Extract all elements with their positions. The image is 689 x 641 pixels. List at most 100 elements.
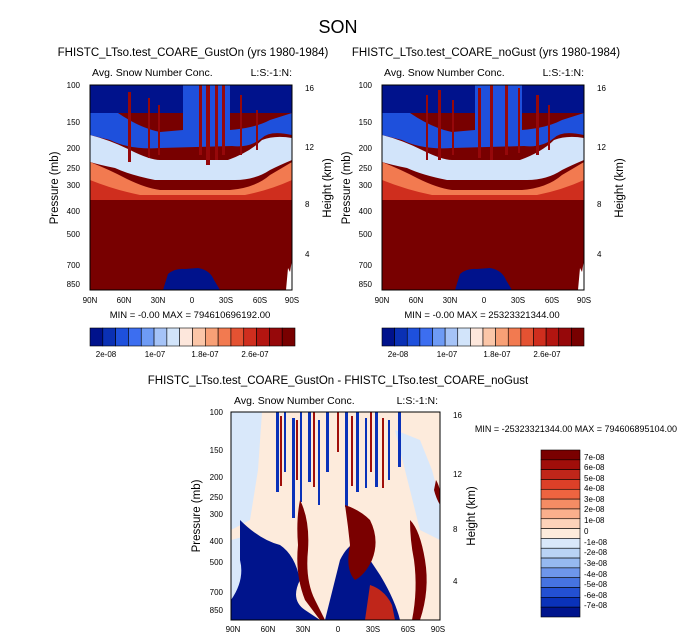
- panel-3-red-plume-right: [410, 520, 427, 620]
- panel-3-red-plume-center: [345, 505, 376, 580]
- colorbar-label: 6e-08: [584, 463, 605, 472]
- x-tick-label: 60N: [117, 296, 132, 305]
- panel-3-colorbar-labels: 7e-08 6e-08 5e-08 4e-08 3e-08 2e-08 1e-0…: [584, 453, 608, 610]
- panel-2-colorbar-labels: 2e-08 1e-07 1.8e-07 2.6e-07: [388, 350, 561, 359]
- y-tick-label: 150: [359, 118, 373, 127]
- colorbar-swatch: [89, 327, 104, 347]
- x-tick-label: 30N: [151, 296, 166, 305]
- y-tick-label: 100: [210, 408, 224, 417]
- colorbar-swatch: [558, 327, 572, 347]
- colorbar-label: 2e-08: [584, 505, 605, 514]
- panel-2-right-string: L:S:-1:N:: [543, 67, 584, 79]
- panel-2-x-ticks: 90N 60N 30N 0 30S 60S 90S: [375, 296, 591, 305]
- colorbar-swatch: [153, 327, 168, 347]
- colorbar-swatch: [140, 327, 155, 347]
- y-tick-label: 300: [359, 181, 373, 190]
- colorbar-swatch: [540, 459, 581, 470]
- colorbar-swatch: [540, 449, 581, 461]
- panel-1-frame: [89, 84, 293, 291]
- colorbar-swatch: [419, 327, 433, 347]
- colorbar-label: -5e-08: [584, 580, 608, 589]
- x-tick-label: 90N: [83, 296, 98, 305]
- colorbar-label: 1e-07: [145, 350, 166, 359]
- colorbar-swatch: [533, 327, 547, 347]
- panel-2-colorbar: [381, 327, 585, 347]
- x-tick-label: 30S: [511, 296, 525, 305]
- colorbar-swatch: [482, 327, 496, 347]
- panel-2-title: FHISTC_LTso.test_COARE_noGust (yrs 1980-…: [352, 47, 620, 59]
- colorbar-swatch: [281, 327, 296, 347]
- colorbar-swatch: [406, 327, 421, 347]
- y-tick-label-right: 4: [453, 577, 458, 586]
- panel-3-title: FHISTC_LTso.test_COARE_GustOn - FHISTC_L…: [148, 375, 529, 387]
- colorbar-label: 3e-08: [584, 495, 605, 504]
- y-tick-label-right: 12: [305, 143, 314, 152]
- colorbar-swatch: [540, 547, 581, 559]
- panel-2-red-band: [382, 180, 584, 200]
- panel-2-ylabel: Pressure (mb): [341, 151, 353, 224]
- colorbar-swatch: [179, 327, 193, 347]
- x-tick-label: 30S: [219, 296, 233, 305]
- colorbar-swatch: [540, 577, 581, 588]
- colorbar-swatch: [192, 327, 206, 347]
- y-tick-label: 400: [359, 207, 373, 216]
- panel-1-left-string: Avg. Snow Number Conc.: [92, 67, 213, 79]
- panel-2-frame: [381, 84, 585, 291]
- panel-2-white-band: [382, 135, 584, 180]
- y-tick-label-right: 16: [305, 84, 314, 93]
- colorbar-swatch: [540, 538, 581, 549]
- colorbar-swatch: [457, 327, 471, 347]
- x-tick-label: 0: [190, 296, 195, 305]
- colorbar-swatch: [381, 327, 395, 347]
- panel-1-y-ticks: 100 150 200 250 300 400 500 700 850: [67, 81, 81, 289]
- panel-3-blue-streaks: [276, 412, 401, 518]
- colorbar-swatch: [166, 327, 180, 347]
- colorbar-swatch: [269, 327, 283, 347]
- colorbar-swatch: [520, 327, 534, 347]
- panel-2: FHISTC_LTso.test_COARE_noGust (yrs 1980-…: [341, 47, 626, 359]
- x-tick-label: 90S: [577, 296, 591, 305]
- panel-2-spikes: [426, 85, 550, 160]
- colorbar-label: 0: [584, 527, 589, 536]
- panel-1-right-string: L:S:-1:N:: [251, 67, 292, 79]
- colorbar-swatch: [540, 469, 581, 480]
- panel-1: FHISTC_LTso.test_COARE_GustOn (yrs 1980-…: [49, 47, 334, 359]
- panel-1-x-ticks: 90N 60N 30N 0 30S 60S 90S: [83, 296, 299, 305]
- colorbar-swatch: [243, 327, 257, 347]
- panel-1-y-ticks-right: 16 12 8 4: [305, 84, 314, 259]
- colorbar-swatch: [571, 327, 585, 347]
- colorbar-label: 1.8e-07: [483, 350, 511, 359]
- figure-title: SON: [318, 17, 357, 37]
- y-tick-label: 150: [210, 446, 224, 455]
- colorbar-swatch: [256, 327, 270, 347]
- x-tick-label: 60S: [545, 296, 559, 305]
- y-tick-label-right: 12: [453, 470, 462, 479]
- y-tick-label: 150: [67, 118, 81, 127]
- panel-3-colorbar: [540, 449, 581, 618]
- panel-1-field: [90, 85, 292, 290]
- panel-2-y-ticks-right: 16 12 8 4: [597, 84, 606, 259]
- panel-3-red-streaks: [280, 412, 384, 488]
- y-tick-label-right: 8: [453, 525, 458, 534]
- colorbar-swatch: [115, 327, 129, 347]
- colorbar-swatch: [545, 327, 560, 347]
- colorbar-swatch: [540, 587, 581, 598]
- colorbar-label: 5e-08: [584, 474, 605, 483]
- colorbar-swatch: [540, 528, 581, 539]
- colorbar-label: 7e-08: [584, 453, 605, 462]
- y-tick-label: 500: [67, 230, 81, 239]
- colorbar-swatch: [540, 518, 581, 529]
- panel-1-orange-band: [90, 162, 292, 195]
- colorbar-swatch: [102, 327, 116, 347]
- colorbar-label: 1.8e-07: [191, 350, 219, 359]
- colorbar-swatch: [470, 327, 484, 347]
- y-tick-label: 250: [210, 493, 224, 502]
- colorbar-swatch: [540, 597, 581, 608]
- y-tick-label: 200: [359, 144, 373, 153]
- y-tick-label: 300: [67, 181, 81, 190]
- y-tick-label: 700: [210, 588, 224, 597]
- panel-3-red-spot: [365, 585, 395, 620]
- x-tick-label: 90N: [226, 625, 241, 634]
- panel-3-field: [231, 412, 440, 620]
